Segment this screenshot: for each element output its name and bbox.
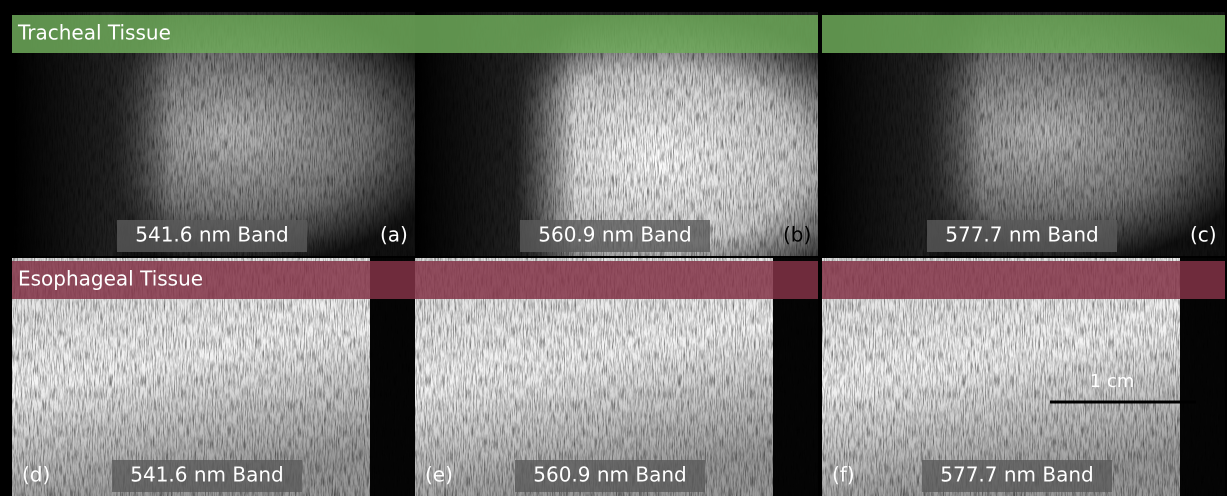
image-panel: 577.7 nm Band (c) [822, 12, 1225, 256]
panel-id: (d) [22, 463, 50, 487]
band-label: 541.6 nm Band [135, 223, 288, 247]
image-panel: 577.7 nm Band (f) [822, 258, 1225, 496]
figure: 541.6 nm Band (a) 560.9 nm Band (b) 577.7 nm… [0, 0, 1227, 496]
image-panel: 560.9 nm Band (b) [415, 12, 818, 256]
panel-id: (c) [1190, 223, 1217, 247]
banner [415, 261, 818, 299]
image-panel: 541.6 nm Band (d) [12, 258, 415, 496]
banner [822, 261, 1225, 299]
row-label: Tracheal Tissue [17, 21, 171, 45]
band-label: 577.7 nm Band [945, 223, 1098, 247]
row-label: Esophageal Tissue [18, 267, 203, 291]
panel-id: (f) [832, 463, 855, 487]
panel-id: (a) [380, 223, 408, 247]
image-panel: 560.9 nm Band (e) [415, 258, 818, 496]
band-label: 560.9 nm Band [533, 463, 686, 487]
banner [822, 15, 1225, 53]
band-label: 577.7 nm Band [940, 463, 1093, 487]
panel-id: (b) [783, 223, 811, 247]
band-label: 560.9 nm Band [538, 223, 691, 247]
scale-bar-label: 1 cm [1090, 371, 1135, 392]
image-panel: 541.6 nm Band (a) [12, 12, 415, 256]
banner [415, 15, 818, 53]
panel-id: (e) [425, 463, 453, 487]
band-label: 541.6 nm Band [130, 463, 283, 487]
